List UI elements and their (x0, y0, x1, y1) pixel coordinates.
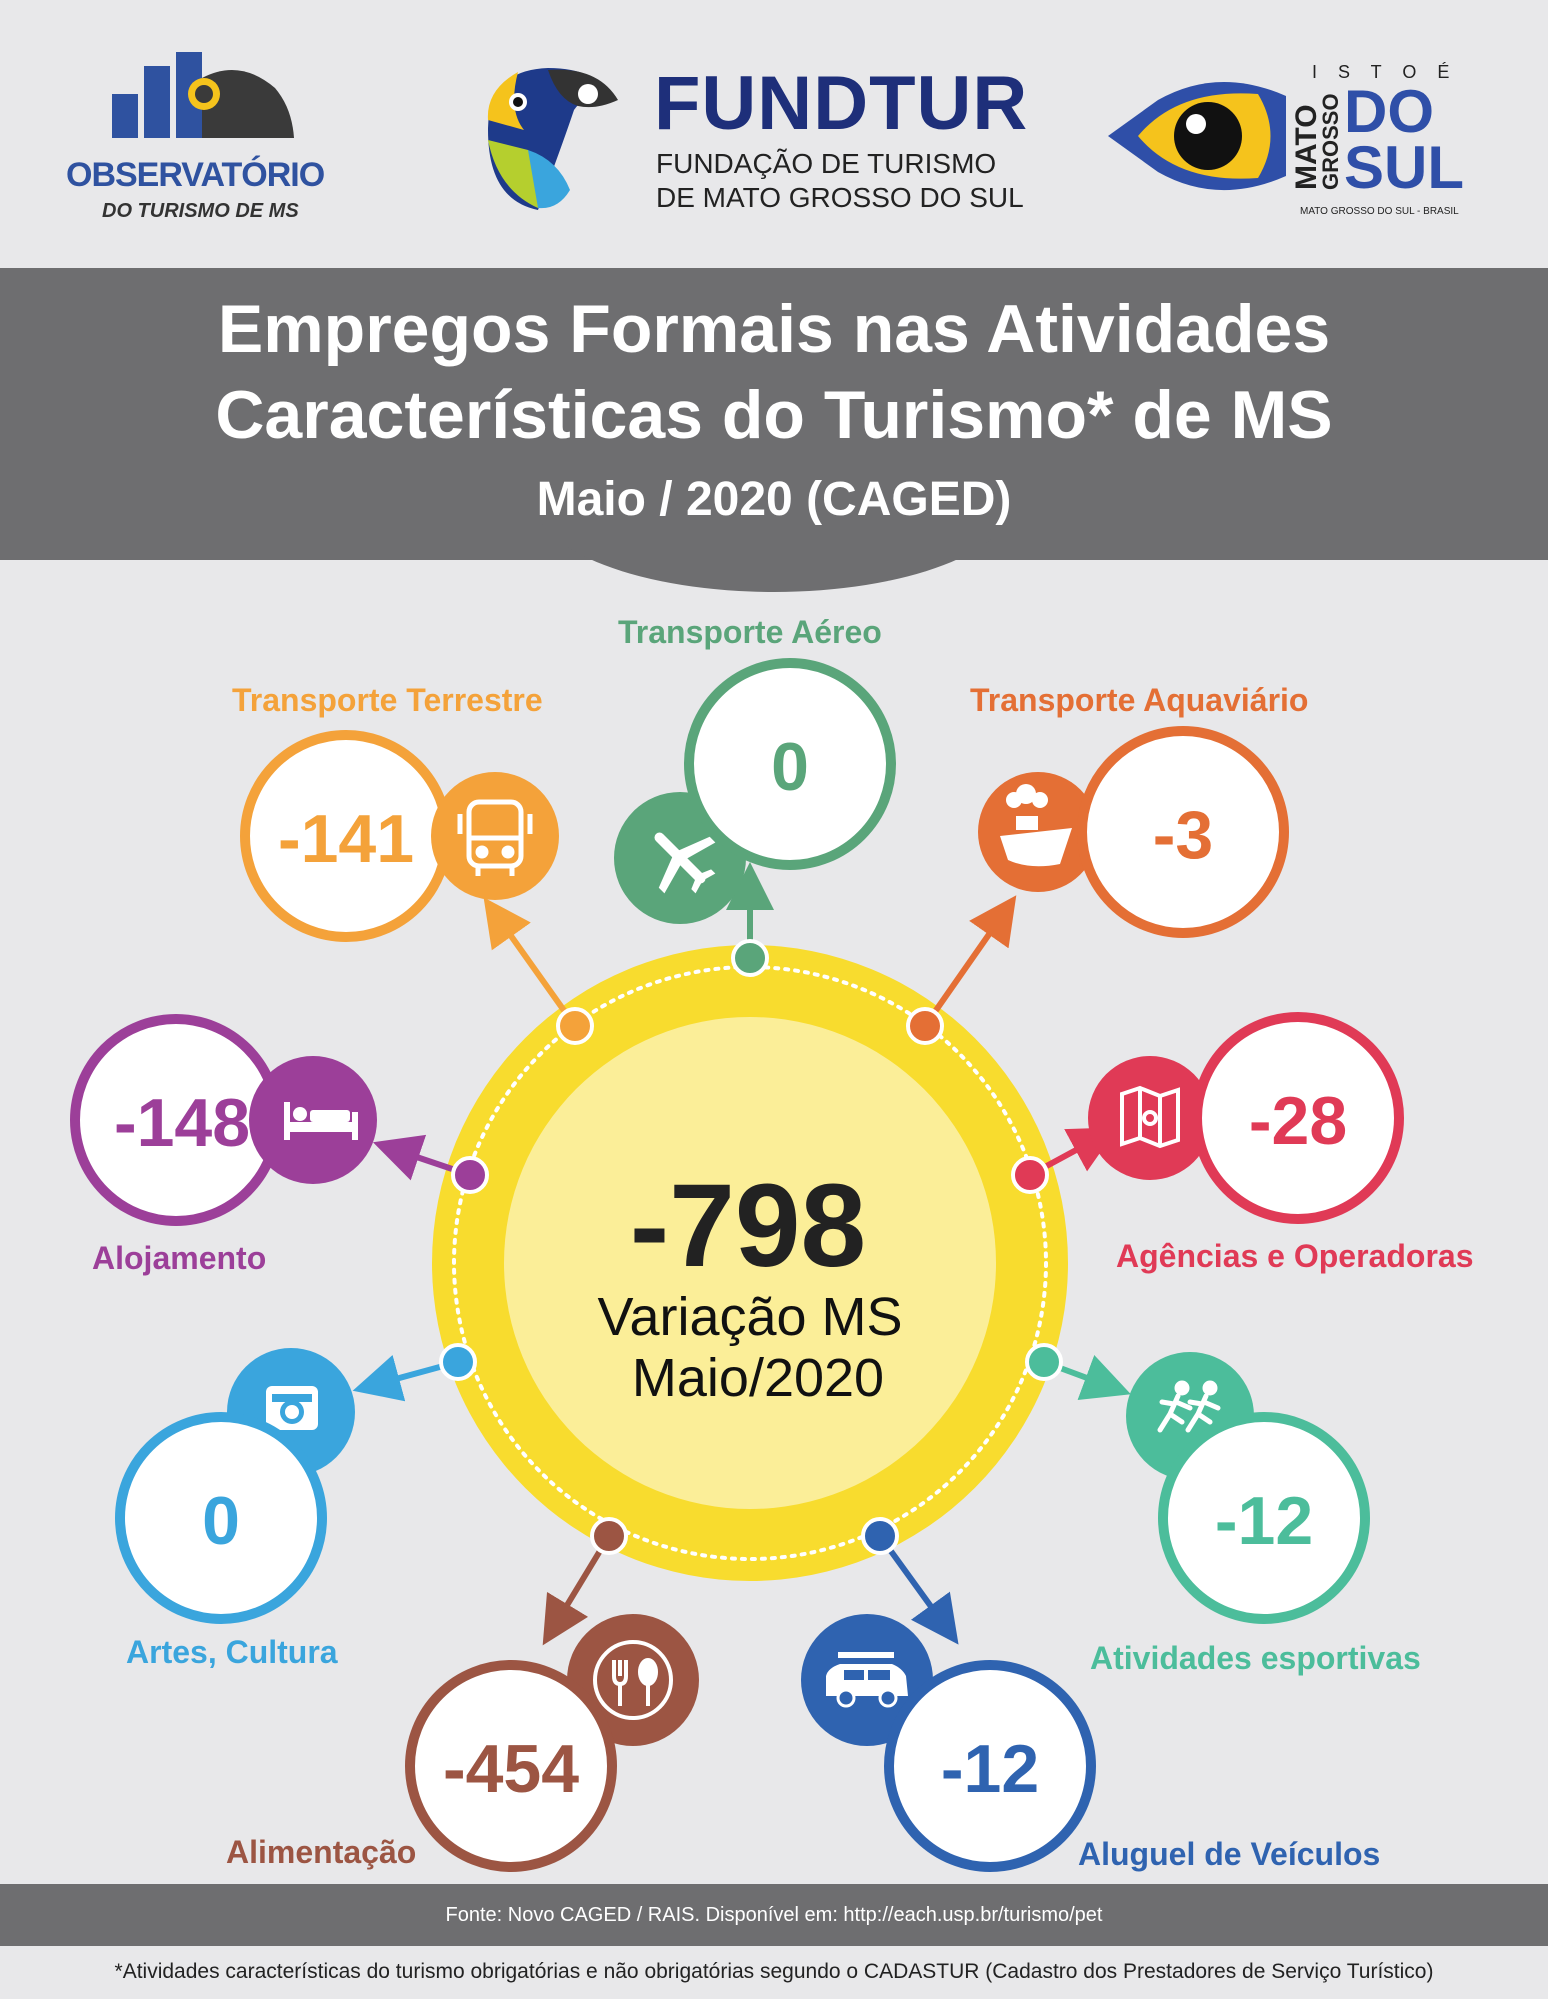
bus-icon (457, 799, 533, 876)
node-veiculos (861, 1517, 899, 1555)
aquaviario-label: Transporte Aquaviário (970, 682, 1309, 718)
category-agencias: -28 (1088, 1012, 1404, 1224)
connectors (352, 862, 1131, 1646)
node-alimentacao (590, 1517, 628, 1555)
fundtur-line2: DE MATO GROSSO DO SUL (656, 182, 1024, 213)
agencias-value: -28 (1249, 1083, 1347, 1159)
category-terrestre: -141 (240, 730, 559, 942)
node-aereo (731, 939, 769, 977)
alimentacao-value: -454 (443, 1731, 579, 1807)
page-title-line2: Características do Turismo* de MS (215, 377, 1333, 453)
alojamento-value: -148 (114, 1085, 250, 1161)
ms-eye-logo (1108, 81, 1286, 191)
veiculos-value: -12 (941, 1731, 1039, 1807)
terrestre-value: -141 (278, 801, 414, 877)
artes-value-circle (115, 1412, 327, 1624)
bed-icon (284, 1102, 358, 1140)
category-artes: 0 (115, 1348, 355, 1624)
observatorio-sub: DO TURISMO DE MS (102, 200, 299, 222)
center-label-1: Variação MS (597, 1287, 902, 1347)
center-value: -798 (630, 1160, 866, 1292)
esportivas-value-circle (1158, 1412, 1370, 1624)
observatorio-logo (112, 52, 294, 138)
node-alojamento (451, 1156, 489, 1194)
category-aereo: 0 (614, 658, 896, 924)
footer-source: Fonte: Novo CAGED / RAIS. Disponível em:… (0, 1884, 1548, 1946)
veiculos-label: Aluguel de Veículos (1078, 1836, 1381, 1872)
node-agencias (1011, 1156, 1049, 1194)
alimentacao-label: Alimentação (226, 1834, 417, 1870)
connector-terrestre (483, 897, 578, 1028)
agencias-label: Agências e Operadoras (1116, 1238, 1474, 1274)
fundtur-name: FUNDTUR (654, 61, 1029, 146)
ms-isto-e: I S T O É (1312, 62, 1458, 82)
aquaviario-value-circle (1077, 726, 1289, 938)
category-esportivas: -12 (1126, 1352, 1370, 1624)
fork-spoon-icon (593, 1640, 673, 1720)
node-aquaviario (906, 1007, 944, 1045)
artes-value: 0 (202, 1483, 240, 1559)
veiculos-value-circle (884, 1660, 1096, 1872)
connector-veiculos (877, 1534, 959, 1645)
terrestre-label: Transporte Terrestre (232, 682, 543, 718)
aereo-value-circle (684, 658, 896, 870)
node-esportivas (1025, 1343, 1063, 1381)
connector-aquaviario (922, 895, 1017, 1028)
map-icon (1120, 1085, 1180, 1149)
category-veiculos: -12 (801, 1614, 1096, 1872)
aereo-value: 0 (771, 729, 809, 805)
page-subtitle: Maio / 2020 (CAGED) (536, 473, 1012, 526)
agencias-icon-bg (1088, 1056, 1212, 1180)
alimentacao-value-circle (405, 1660, 617, 1872)
ms-tag: MATO GROSSO DO SUL - BRASIL (1300, 206, 1459, 217)
esportivas-value: -12 (1215, 1483, 1313, 1559)
observatorio-name: OBSERVATÓRIO (66, 156, 325, 194)
page-title-line1: Empregos Formais nas Atividades (217, 291, 1331, 367)
runners-icon (1157, 1380, 1221, 1433)
aereo-label: Transporte Aéreo (618, 614, 882, 650)
center-label-2: Maio/2020 (632, 1348, 884, 1408)
artes-label: Artes, Cultura (126, 1634, 338, 1670)
camera-icon (266, 1386, 318, 1430)
fundtur-bird-logo (487, 68, 618, 210)
car-icon (826, 1652, 908, 1708)
ms-do: DO (1344, 78, 1434, 145)
center-hub (432, 945, 1068, 1581)
aquaviario-value: -3 (1153, 797, 1213, 873)
fundtur-line1: FUNDAÇÃO DE TURISMO (656, 148, 997, 179)
airplane-icon (654, 832, 716, 894)
agencias-value-circle (1192, 1012, 1404, 1224)
esportivas-label: Atividades esportivas (1090, 1640, 1421, 1676)
ms-sul: SUL (1344, 134, 1464, 201)
category-alimentacao: -454 (405, 1614, 699, 1872)
category-alojamento: -148 (70, 1014, 377, 1226)
alojamento-label: Alojamento (92, 1240, 267, 1276)
category-aquaviario: -3 (978, 726, 1289, 938)
ship-icon (1000, 784, 1072, 867)
footer-note: *Atividades características do turismo o… (114, 1960, 1434, 1983)
node-artes (439, 1343, 477, 1381)
header: OBSERVATÓRIO DO TURISMO DE MS FUNDTUR FU… (0, 0, 1548, 268)
node-terrestre (556, 1007, 594, 1045)
